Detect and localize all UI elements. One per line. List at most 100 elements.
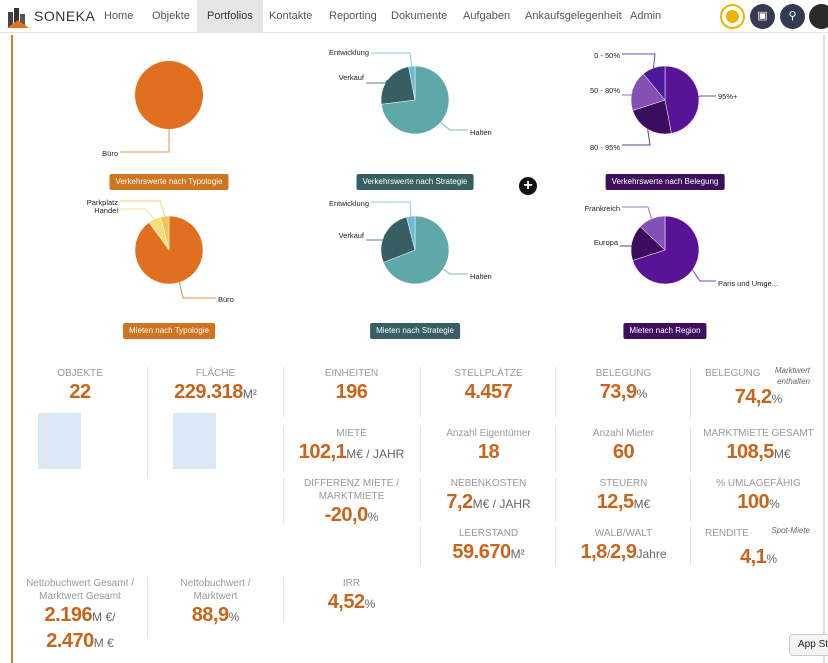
- leader-line: [371, 52, 413, 67]
- kpi-value: 88,9%: [191, 604, 240, 626]
- objekte-mini-chart: [38, 413, 81, 469]
- pie-slice[interactable]: [632, 99, 672, 135]
- pie-slice[interactable]: [380, 66, 416, 105]
- leader-line: [622, 206, 652, 219]
- top-navbar: SONEKA Home Objekte Portfolios Kontakte Repo…: [0, 0, 828, 33]
- kpi-value: 1,8/2,9Jahre: [580, 541, 667, 563]
- chart-title-badge[interactable]: Verkehrswerte nach Strategie: [356, 174, 474, 190]
- pie-slice[interactable]: [642, 65, 666, 101]
- nav-ankaufsgelegenheit[interactable]: Ankaufsgelegenheit: [525, 10, 622, 22]
- kpi-2: EINHEITEN 196: [283, 367, 419, 417]
- brand-name[interactable]: SONEKA: [34, 8, 96, 24]
- kpi-value: 108,5M€: [726, 441, 791, 463]
- nav-home[interactable]: Home: [104, 10, 134, 22]
- kpi-value: 12,5M€: [596, 491, 651, 513]
- slice-label: Handel: [94, 206, 118, 215]
- kpi-value: 4,52%: [327, 591, 376, 613]
- kpi-value: 100%: [737, 491, 780, 513]
- leader-line: [366, 234, 386, 241]
- nav-aufgaben[interactable]: Aufgaben: [463, 10, 511, 22]
- kpi-note: Spot-Miete: [771, 526, 810, 535]
- kpi-label: MIETE: [336, 428, 367, 439]
- slice-label: Europa: [594, 238, 619, 247]
- kpi-17: Nettobuchwert Gesamt / Marktwert Gesamt 2…: [12, 577, 148, 662]
- kpi-3: STELLPLÄTZE 4.457: [420, 367, 556, 417]
- chart-title-badge[interactable]: Mieten nach Typologie: [123, 323, 215, 339]
- kpi-label: OBJEKTE: [57, 368, 103, 379]
- leader-line: [120, 200, 166, 217]
- pie-slice[interactable]: [380, 216, 416, 263]
- chart-title-badge[interactable]: Verkehrswerte nach Belegung: [605, 174, 725, 190]
- leader-line: [622, 129, 651, 146]
- slice-label: Entwicklung: [329, 48, 369, 57]
- nav-objekte[interactable]: Objekte: [152, 10, 190, 22]
- kpi-label: Anzahl Eigentümer: [446, 428, 531, 439]
- nav-admin[interactable]: Admin: [630, 10, 662, 22]
- kpi-value: 7,2M€ / JAHR: [446, 491, 531, 513]
- nav-portfolios[interactable]: Portfolios: [197, 0, 263, 33]
- pie-slice[interactable]: [383, 215, 450, 285]
- kpi-value: 60: [612, 441, 635, 463]
- leader-line: [440, 122, 468, 131]
- slice-label: Verkauf: [339, 73, 365, 82]
- leader-line: [120, 208, 155, 220]
- kpi-label: EINHEITEN: [324, 368, 379, 379]
- kpi-16: RENDITE Spot-Miete 4,1%: [690, 526, 826, 568]
- leader-line: [366, 79, 388, 84]
- chart-title-badge[interactable]: Mieten nach Strategie: [370, 323, 460, 339]
- status-indicator-icon[interactable]: [720, 4, 745, 29]
- slice-label: Entwicklung: [329, 199, 369, 208]
- kpi-label: BELEGUNG: [595, 368, 652, 379]
- kpi-label: FLÄCHE: [195, 368, 236, 379]
- soneka-logo-icon[interactable]: [7, 6, 29, 28]
- leader-line: [179, 282, 216, 299]
- kpi-label: RENDITE: [705, 528, 749, 539]
- chart-title-badge[interactable]: Verkehrswerte nach Typologie: [109, 174, 229, 190]
- user-avatar[interactable]: [809, 4, 828, 29]
- chart-title-badge[interactable]: Mieten nach Region: [623, 323, 707, 339]
- kpi-11: NEBENKOSTEN 7,2M€ / JAHR: [420, 477, 556, 522]
- kpi-value: 102,1M€ / JAHR: [298, 441, 405, 463]
- slice-label: Verkauf: [339, 231, 365, 240]
- kpi-label: IRR: [342, 578, 361, 589]
- kpi-value: 59.670M²: [452, 541, 525, 563]
- search-icon[interactable]: ⚲: [780, 4, 805, 29]
- kpi-6: MIETE 102,1M€ / JAHR: [283, 427, 419, 472]
- nav-reporting[interactable]: Reporting: [329, 10, 377, 22]
- kpi-label: WALB/WALT: [594, 528, 653, 539]
- kpi-12: STEUERN 12,5M€: [555, 477, 691, 522]
- kpi-value: -20,0%: [324, 504, 379, 526]
- slice-label: Paris und Umge...: [718, 279, 778, 288]
- pie-slice[interactable]: [160, 215, 170, 251]
- kpi-value: 229.318M²: [174, 381, 257, 403]
- cube-icon[interactable]: ▣: [750, 4, 775, 29]
- nav-dokumente[interactable]: Dokumente: [391, 10, 448, 22]
- pie-slice[interactable]: [632, 215, 700, 285]
- pie-slice[interactable]: [135, 61, 203, 129]
- slice-label: 50 - 80%: [590, 86, 620, 95]
- pie-slice[interactable]: [664, 65, 700, 134]
- leader-line: [622, 53, 656, 69]
- kpi-value: 22: [69, 381, 91, 403]
- leader-line: [698, 95, 716, 98]
- slice-label: 95%+: [718, 92, 738, 101]
- slice-label: Büro: [102, 149, 118, 158]
- kpi-label: DIFFERENZ MIETE / MARKTMIETE: [304, 478, 399, 502]
- slice-label: Parkplatz: [87, 198, 119, 207]
- leader-line: [622, 90, 642, 96]
- slice-label: 80 - 95%: [590, 143, 620, 152]
- nav-kontakte[interactable]: Kontakte: [269, 10, 313, 22]
- kpi-label: STELLPLÄTZE: [454, 368, 523, 379]
- add-chart-button[interactable]: +: [519, 177, 537, 195]
- kpi-7: Anzahl Eigentümer 18: [420, 427, 556, 472]
- kpi-14: LEERSTAND 59.670M²: [420, 527, 556, 565]
- kpi-8: Anzahl Mieter 60: [555, 427, 691, 472]
- kpi-value: 73,9%: [599, 381, 648, 403]
- slice-label: Büro: [218, 295, 234, 304]
- leader-line: [692, 269, 716, 282]
- kpi-label: BELEGUNG: [705, 368, 761, 379]
- kpi-label: % UMLAGEFÄHIG: [716, 478, 801, 489]
- kpi-0: OBJEKTE 22: [12, 367, 148, 477]
- kpi-4: BELEGUNG 73,9%: [555, 367, 691, 417]
- scrollbar[interactable]: [823, 35, 825, 663]
